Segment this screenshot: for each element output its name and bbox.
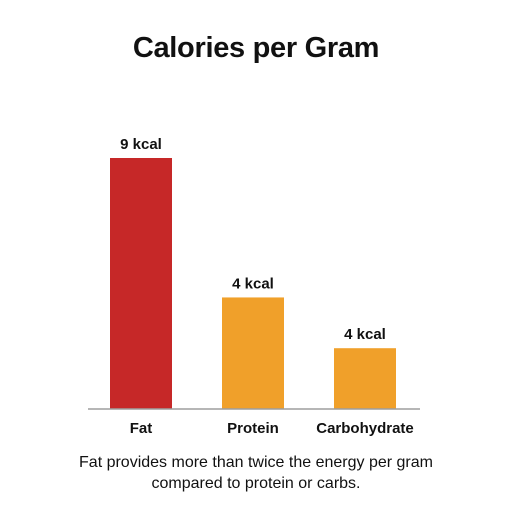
bar-carbohydrate (334, 348, 396, 409)
labels-layer: 9 kcal Fat 4 kcal Protein 4 kcal Carbohydrate (120, 136, 414, 437)
category-label-protein: Protein (227, 420, 279, 437)
chart-caption: Fat provides more than twice the energy … (79, 454, 433, 492)
bar-protein (222, 297, 284, 409)
data-label-protein: 4 kcal (232, 275, 274, 292)
chart-title: Calories per Gram (132, 32, 380, 64)
data-label-fat: 9 kcal (120, 136, 162, 153)
bars-layer (110, 158, 396, 409)
category-label-fat: Fat (130, 420, 153, 437)
category-label-carbohydrate: Carbohydrate (316, 420, 414, 437)
bar-fat (110, 158, 172, 409)
data-label-carbohydrate: 4 kcal (344, 326, 386, 343)
